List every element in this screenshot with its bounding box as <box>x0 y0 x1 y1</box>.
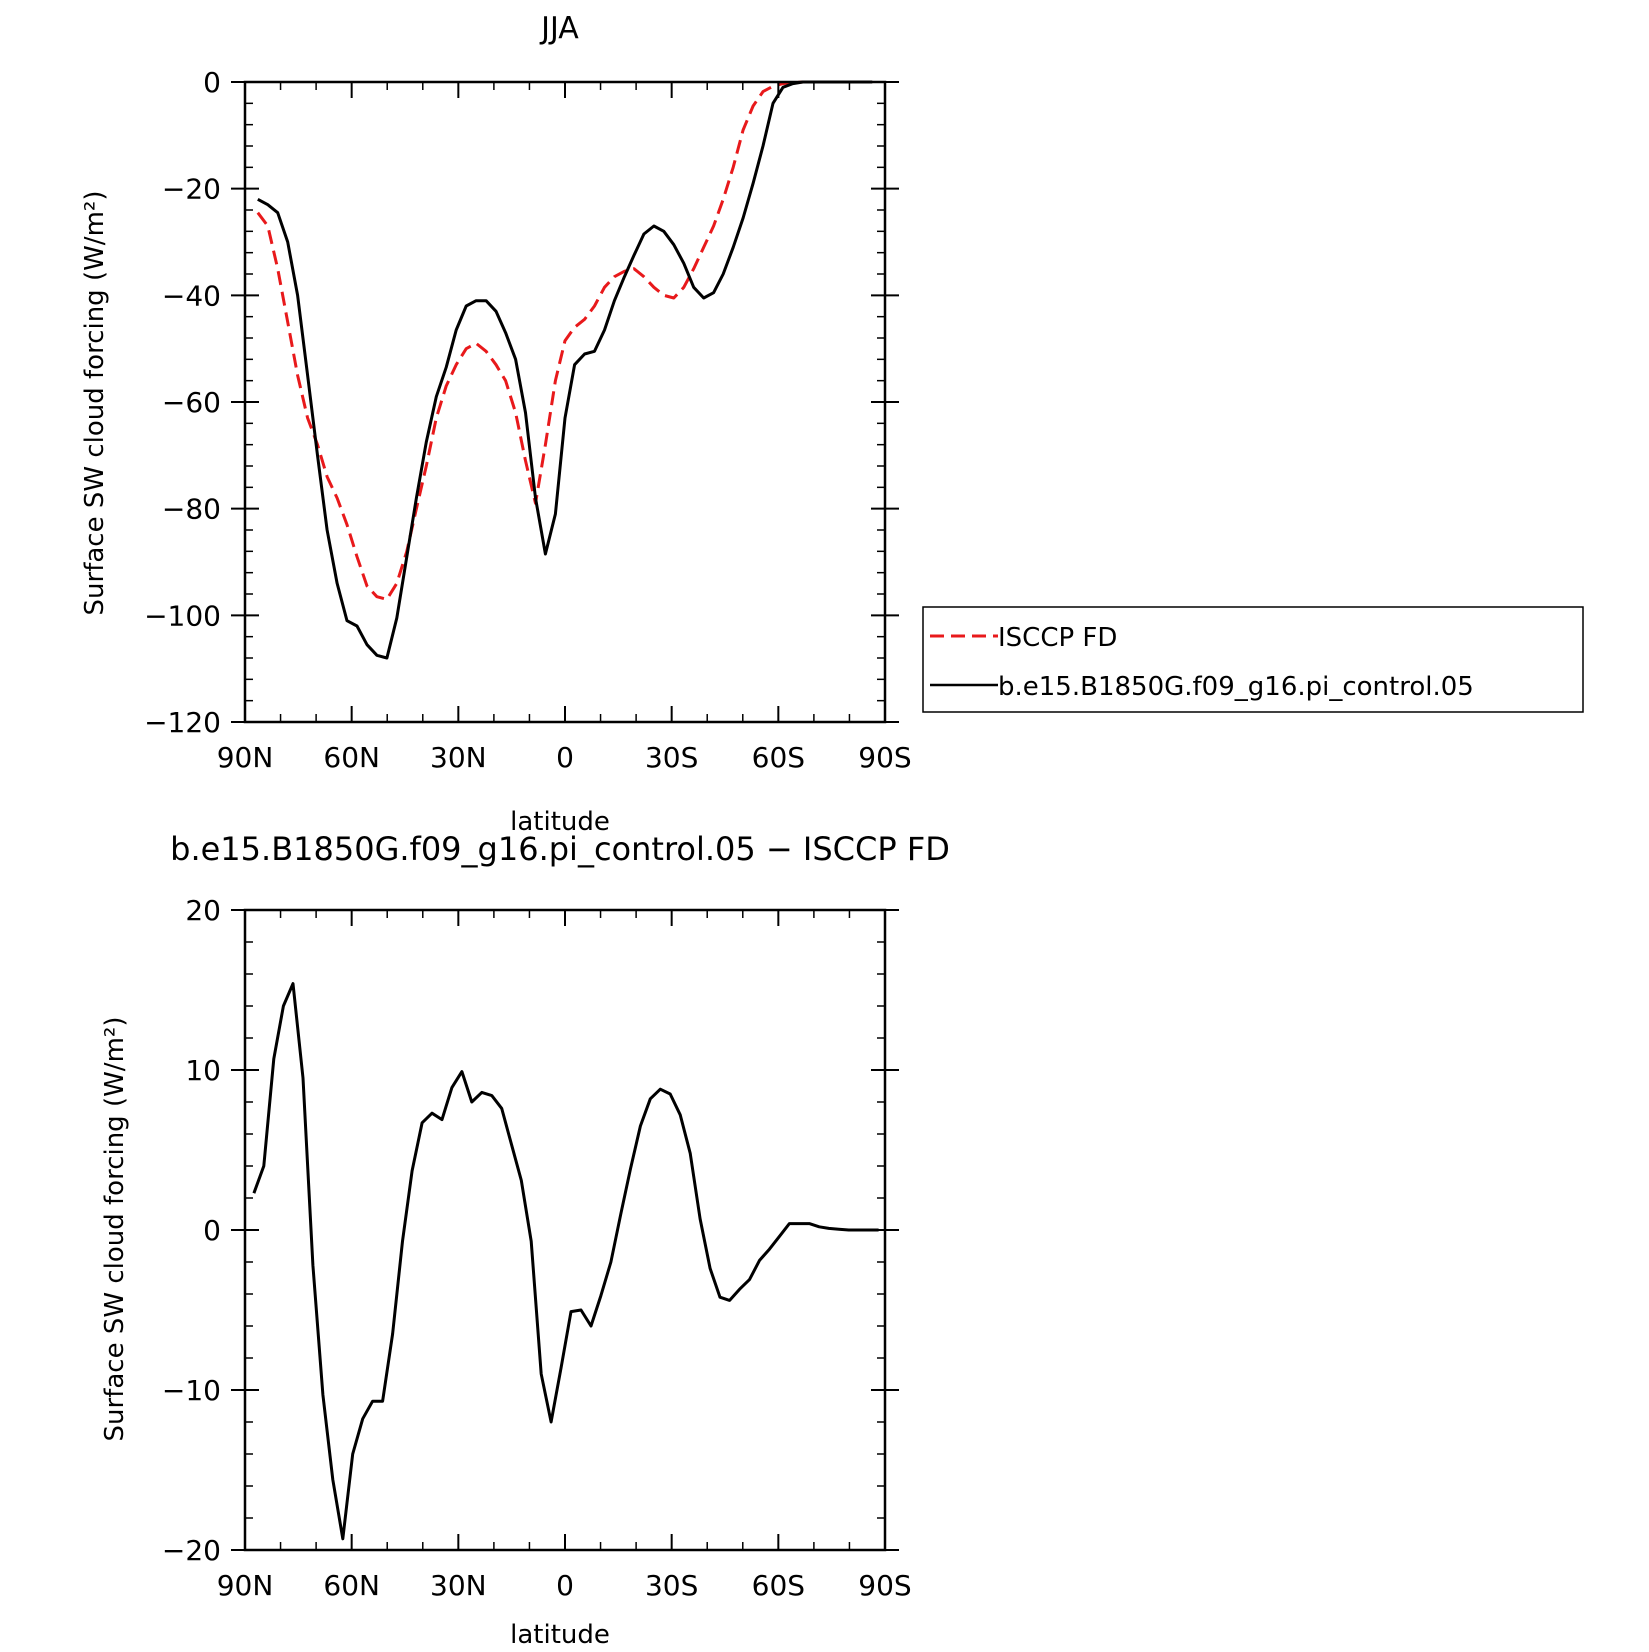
y-tick-label: −80 <box>162 493 221 526</box>
x-tick-label: 60N <box>323 1569 380 1602</box>
x-tick-label: 90N <box>217 741 274 774</box>
bottom-x-axis-label: latitude <box>510 1620 610 1650</box>
x-tick-label: 60S <box>752 1569 805 1602</box>
y-tick-label: −40 <box>162 279 221 312</box>
x-tick-label: 0 <box>556 741 574 774</box>
y-tick-label: 0 <box>203 1214 221 1247</box>
x-tick-label: 90N <box>217 1569 274 1602</box>
x-tick-label: 30N <box>430 1569 487 1602</box>
y-tick-label: −20 <box>162 1534 221 1567</box>
legend-label-model: b.e15.B1850G.f09_g16.pi_control.05 <box>998 672 1474 702</box>
series-line-isccp-fd <box>256 80 873 601</box>
y-tick-label: −20 <box>162 173 221 206</box>
x-tick-label: 30S <box>645 1569 698 1602</box>
legend: ISCCP FD b.e15.B1850G.f09_g16.pi_control… <box>922 606 1584 713</box>
series-line-model <box>252 982 879 1541</box>
bottom-chart-title: b.e15.B1850G.f09_g16.pi_control.05 − ISC… <box>170 830 950 868</box>
top-y-axis-label: Surface SW cloud forcing (W/m²) <box>80 191 110 616</box>
legend-label-isccp: ISCCP FD <box>998 623 1117 653</box>
y-tick-label: −100 <box>144 599 221 632</box>
plot-frame <box>243 80 887 724</box>
y-tick-label: 20 <box>185 894 221 927</box>
top-x-axis-label: latitude <box>510 807 610 837</box>
y-tick-label: 10 <box>185 1054 221 1087</box>
series-line-model <box>257 80 873 660</box>
bottom-panel: b.e15.B1850G.f09_g16.pi_control.05 − ISC… <box>100 830 950 1650</box>
x-tick-label: 30N <box>430 741 487 774</box>
legend-box <box>922 606 1584 713</box>
x-tick-label: 30S <box>645 741 698 774</box>
y-tick-label: 0 <box>203 66 221 99</box>
y-tick-label: −60 <box>162 386 221 419</box>
y-tick-label: −120 <box>144 706 221 739</box>
top-panel: JJA 90N 60N 30N 0 30S 60S 90S 0 −20 −40 −60 −80 −100… <box>80 11 912 837</box>
x-tick-label: 90S <box>858 1569 911 1602</box>
x-tick-label: 60S <box>752 741 805 774</box>
x-tick-label: 60N <box>323 741 380 774</box>
x-tick-label: 90S <box>858 741 911 774</box>
bottom-y-axis-label: Surface SW cloud forcing (W/m²) <box>100 1017 130 1442</box>
top-chart-title: JJA <box>539 11 579 46</box>
y-tick-label: −10 <box>162 1374 221 1407</box>
x-tick-label: 0 <box>556 1569 574 1602</box>
plot-frame <box>243 908 887 1552</box>
